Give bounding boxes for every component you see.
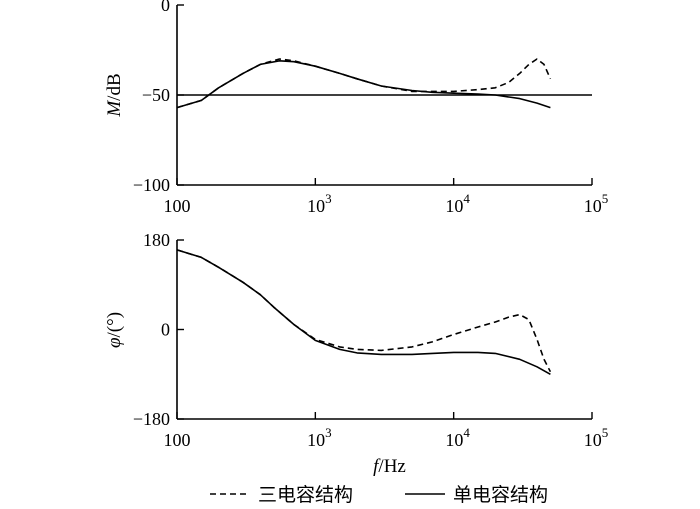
x-tick-exponent: 3 xyxy=(325,191,332,206)
y-axis-label: φ/(°) xyxy=(104,312,125,348)
series-line-single-capacitor xyxy=(176,249,551,375)
y-tick-label: 0 xyxy=(161,0,170,15)
x-tick-exponent: 4 xyxy=(463,191,470,206)
x-tick-exponent: 4 xyxy=(463,425,470,440)
y-tick-label: −100 xyxy=(133,175,170,195)
x-tick-label: 105 xyxy=(584,191,609,216)
legend: 三电容结构 单电容结构 xyxy=(210,484,548,506)
y-tick-label: −50 xyxy=(142,85,170,105)
x-tick-label: 105 xyxy=(584,425,609,450)
y-tick-label: 0 xyxy=(161,320,170,340)
legend-label: 单电容结构 xyxy=(453,484,548,506)
y-tick-label: −180 xyxy=(133,409,170,429)
x-tick-exponent: 5 xyxy=(602,191,609,206)
x-tick-label: 100 xyxy=(164,196,191,216)
x-tick-label: 103 xyxy=(307,425,332,450)
x-tick-exponent: 5 xyxy=(602,425,609,440)
x-tick-label: 103 xyxy=(307,191,332,216)
y-tick-label: 180 xyxy=(143,230,170,250)
x-tick-label: 104 xyxy=(445,425,470,450)
y-axis-label: M/dB xyxy=(104,73,125,117)
series-line-single-capacitor xyxy=(176,60,551,109)
legend-label: 三电容结构 xyxy=(258,484,353,506)
x-axis-label: f/Hz xyxy=(373,456,406,477)
x-tick-exponent: 3 xyxy=(325,425,332,440)
x-tick-label: 104 xyxy=(445,191,470,216)
x-tick-label: 100 xyxy=(164,430,191,450)
series-line-three-capacitor xyxy=(176,58,552,109)
